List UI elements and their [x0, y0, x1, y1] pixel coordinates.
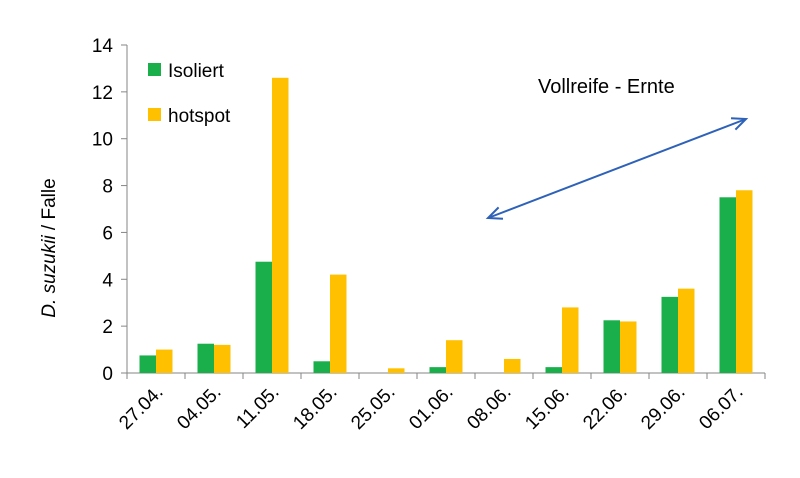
- annotation-arrow-head: [730, 117, 749, 131]
- bar-hotspot: [330, 274, 347, 373]
- bar-isoliert: [603, 320, 620, 373]
- bar-hotspot: [156, 349, 173, 373]
- y-axis-label-unit: / Falle: [39, 178, 60, 235]
- x-tick-label: 27.04.: [115, 382, 167, 434]
- bar-hotspot: [620, 321, 637, 373]
- bar-isoliert: [255, 261, 272, 373]
- y-tick-label: 2: [102, 317, 113, 338]
- legend-swatch: [148, 108, 161, 121]
- y-tick-label: 4: [102, 270, 113, 291]
- x-tick-label: 06.07.: [695, 382, 747, 434]
- x-tick-label: 22.06.: [579, 382, 631, 434]
- x-tick-label: 15.06.: [521, 382, 573, 434]
- y-tick-label: 10: [92, 130, 113, 151]
- bars: [139, 77, 753, 374]
- x-axis: 27.04. 04.05. 11.05. 18.05. 25.05. 01.06. 08.0…: [115, 372, 766, 434]
- bar-isoliert: [545, 367, 562, 373]
- bar-hotspot: [562, 307, 579, 373]
- bar-isoliert: [313, 361, 330, 373]
- bar-hotspot: [388, 368, 405, 373]
- annotation-arrow-line: [487, 118, 747, 219]
- y-tick-label: 8: [102, 177, 113, 198]
- y-axis-label: D. suzukii / Falle: [39, 178, 60, 317]
- bar-hotspot: [272, 77, 289, 374]
- x-tick-label: 11.05.: [232, 382, 283, 433]
- y-tick-label: 12: [92, 83, 113, 104]
- x-tick-label: 25.05.: [347, 382, 399, 434]
- y-tick-label: 14: [92, 36, 114, 57]
- annotation: Vollreife - Ernte: [485, 76, 749, 220]
- bar-hotspot: [736, 190, 753, 373]
- x-tick-label: 29.06.: [637, 382, 689, 434]
- legend-label: Isoliert: [168, 61, 225, 82]
- x-tick-label: 01.06.: [405, 382, 457, 434]
- bar-isoliert: [719, 197, 736, 373]
- x-tick-label: 18.05.: [289, 382, 341, 434]
- x-tick-label: 08.06.: [463, 382, 515, 434]
- bar-isoliert: [661, 296, 678, 373]
- y-tick-label: 6: [102, 223, 113, 244]
- y-axis: 0 2 4 6 8 10 12 14: [92, 36, 128, 385]
- y-axis-label-species: D. suzukii: [39, 235, 60, 318]
- bar-hotspot: [678, 288, 695, 373]
- legend-swatch: [148, 63, 161, 76]
- bar-hotspot: [504, 358, 521, 373]
- annotation-arrow-head: [485, 206, 504, 220]
- bar-hotspot: [214, 344, 231, 373]
- bar-isoliert: [139, 355, 156, 373]
- bar-hotspot: [446, 340, 463, 373]
- x-tick-label: 04.05.: [173, 382, 225, 434]
- bar-isoliert: [429, 367, 446, 373]
- legend-label: hotspot: [168, 106, 231, 127]
- bar-isoliert: [197, 343, 214, 373]
- y-tick-label: 0: [102, 364, 113, 385]
- annotation-text: Vollreife - Ernte: [538, 76, 675, 98]
- legend: Isoliert hotspot: [148, 61, 231, 127]
